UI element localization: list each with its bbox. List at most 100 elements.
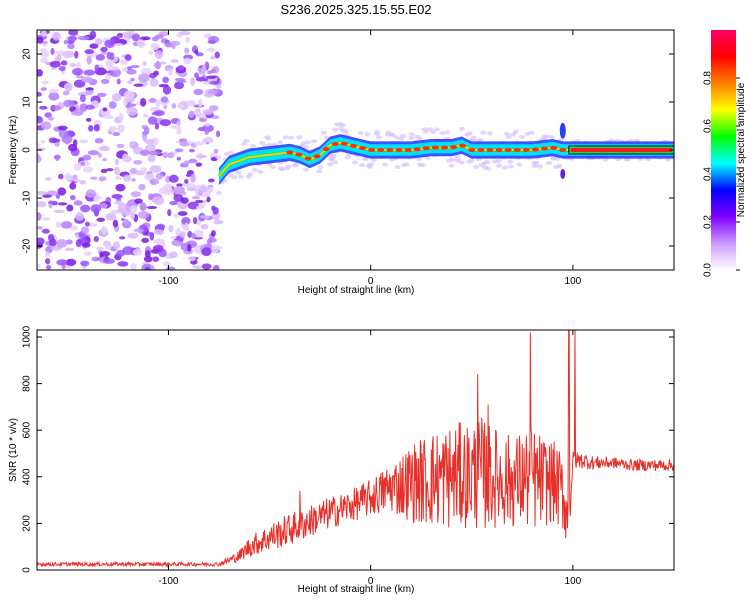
spectrogram-noise-blob xyxy=(99,202,108,209)
spectrogram-noise-blob xyxy=(47,116,55,121)
spectrogram-noise-blob xyxy=(54,141,60,147)
spectrogram-noise-blob xyxy=(187,255,197,262)
spectrogram-ridge-halo xyxy=(215,155,222,160)
spectrogram-noise-blob xyxy=(57,125,68,131)
spectrogram-ridge-halo xyxy=(215,190,222,195)
colorbar-scale xyxy=(711,30,736,270)
spectrogram-noise-blob xyxy=(55,50,67,55)
spectrogram-noise-blob xyxy=(131,178,136,182)
snr-x-tick-label: -100 xyxy=(158,576,178,587)
spectrogram-ridge-peak xyxy=(359,146,367,151)
spectrogram-noise-blob xyxy=(176,120,181,126)
spectrogram-ridge-peak xyxy=(431,145,439,150)
spectrogram-noise-blob xyxy=(177,211,188,217)
spectrogram-noise-blob xyxy=(148,150,161,156)
spectrogram-ridge-halo xyxy=(330,153,337,158)
spectrogram-burst xyxy=(560,169,566,179)
spectrogram-noise-blob xyxy=(195,199,204,204)
spectrogram-noise-blob xyxy=(88,124,94,132)
spectrogram-burst xyxy=(559,122,566,139)
spectrogram-ridge-halo xyxy=(370,157,377,162)
spectrogram-noise-blob xyxy=(113,166,120,176)
spectrogram-noise-blob xyxy=(61,134,73,144)
spectrogram-noise-blob xyxy=(142,36,151,41)
spectrogram-noise-blob xyxy=(101,225,108,235)
spectrogram-ridge-halo xyxy=(316,169,323,174)
spectrogram-noise-blob xyxy=(127,80,133,85)
snr-x-label: Height of straight line (km) xyxy=(298,584,415,595)
spectrogram-noise-blob xyxy=(83,69,96,76)
spectrogram-noise-blob xyxy=(63,99,75,108)
spectrogram-ridge-peak xyxy=(531,147,539,152)
spectrogram-noise-blob xyxy=(85,87,94,91)
spectrogram-noise-blob xyxy=(193,229,204,238)
spectrogram-ridge-halo xyxy=(496,163,503,168)
spectrogram-noise-blob xyxy=(171,239,181,246)
spectrogram-noise-blob xyxy=(78,139,89,144)
spectrogram-ridge-halo xyxy=(305,140,312,145)
spectrogram-ridge-halo xyxy=(228,150,235,155)
spectrogram-noise-blob xyxy=(41,30,47,37)
spectrogram-y-ticks: -20 -10 0 10 20 xyxy=(22,48,674,253)
spectrogram-ridge-halo xyxy=(537,164,544,169)
spectrogram-noise-blob xyxy=(96,217,106,222)
spectrogram-noise-blob xyxy=(206,70,214,74)
spectrogram-noise-blob xyxy=(57,187,67,196)
snr-y-tick-label: 400 xyxy=(22,468,33,485)
spectrogram-noise-blob xyxy=(196,154,208,159)
spectrogram-ridge-peak xyxy=(459,143,467,148)
spectrogram-ridge-halo xyxy=(533,160,540,165)
spectrogram-noise-blob xyxy=(133,228,144,233)
spectrogram-noise-blob xyxy=(195,76,206,82)
spectrogram-noise-blob xyxy=(199,186,208,193)
spectrogram-ridge-peak xyxy=(386,148,394,152)
spectrogram-ridge-halo xyxy=(458,126,465,131)
spectrogram-x-tick-label: 100 xyxy=(565,276,582,287)
spectrogram-ridge-halo xyxy=(288,135,295,140)
spectrogram-noise-blob xyxy=(69,182,77,190)
spectrogram-noise-blob xyxy=(67,35,77,42)
spectrogram-noise-blob xyxy=(69,62,77,67)
spectrogram-noise-blob xyxy=(215,84,222,89)
spectrogram-noise-blob xyxy=(90,176,98,180)
spectrogram-ridge-halo xyxy=(473,164,480,169)
spectrogram-ridge-halo xyxy=(259,140,266,145)
spectrogram-noise-blob xyxy=(77,35,90,41)
spectrogram-noise-blob xyxy=(51,105,62,111)
spectrogram-noise-blob xyxy=(144,138,155,145)
spectrogram-noise-blob xyxy=(210,245,220,254)
spectrogram-ridge-halo xyxy=(466,131,473,136)
spectrogram-noise-blob xyxy=(148,72,157,79)
spectrogram-ridge-halo xyxy=(279,167,286,172)
spectrogram-noise-blob xyxy=(71,110,84,116)
spectrogram-ridge-halo xyxy=(303,145,310,150)
spectrogram-noise-blob xyxy=(152,244,164,252)
snr-y-label: SNR (10 * v/v) xyxy=(8,418,19,482)
spectrogram-noise-blob xyxy=(117,202,128,212)
spectrogram-noise-blob xyxy=(111,93,122,102)
spectrogram-ridge xyxy=(215,122,674,195)
spectrogram-noise-blob xyxy=(171,43,176,50)
spectrogram-noise-blob xyxy=(155,172,163,180)
spectrogram-noise-blob xyxy=(170,235,177,240)
spectrogram-noise-blob xyxy=(40,48,47,52)
spectrogram-noise-blob xyxy=(60,221,73,229)
spectrogram-noise-blob xyxy=(63,39,69,45)
spectrogram-ridge-halo xyxy=(408,132,415,137)
spectrogram-noise-blob xyxy=(175,227,181,236)
spectrogram-noise-blob xyxy=(100,168,108,174)
spectrogram-noise-blob xyxy=(37,212,42,221)
spectrogram-noise-blob xyxy=(190,77,196,86)
spectrogram-noise-blob xyxy=(120,217,125,222)
snr-y-tick-label: 1000 xyxy=(22,325,33,348)
spectrogram-noise-blob xyxy=(45,265,52,270)
spectrogram-noise-blob xyxy=(93,124,100,132)
spectrogram-noise-blob xyxy=(185,36,191,43)
spectrogram-noise-blob xyxy=(138,183,146,191)
spectrogram-noise-blob xyxy=(56,259,68,266)
spectrogram-ridge-halo xyxy=(400,134,407,139)
spectrogram-ridge-halo xyxy=(502,165,509,170)
spectrogram-noise-blob xyxy=(74,50,79,59)
spectrogram-noise-blob xyxy=(212,66,220,74)
spectrogram-ridge-halo xyxy=(393,135,400,140)
